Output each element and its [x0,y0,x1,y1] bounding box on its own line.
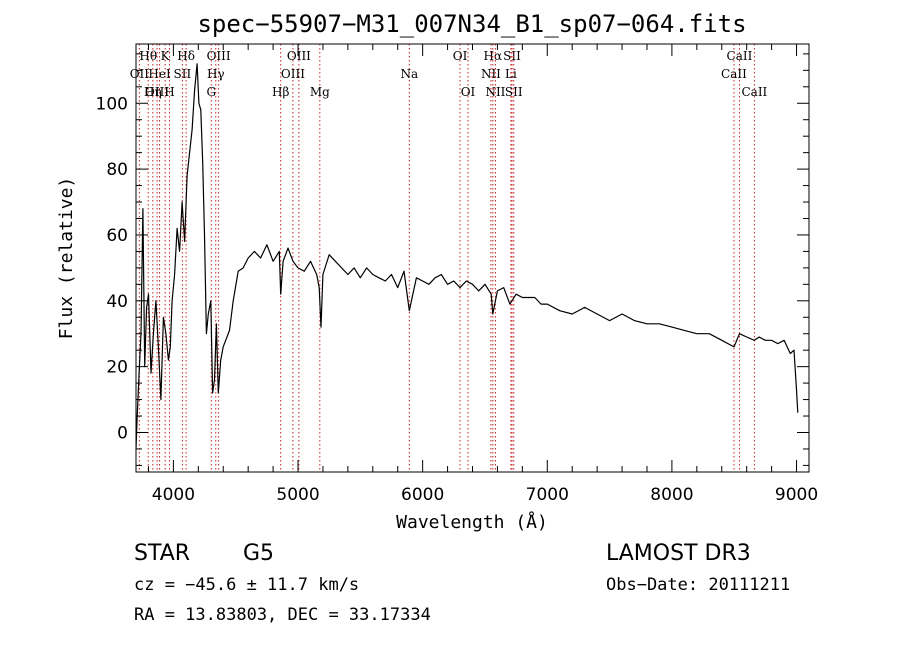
marker-label: NII [485,85,505,99]
marker-label: Hη [144,85,162,99]
marker-label: OIII [287,49,311,63]
x-tick-label: 7000 [526,485,569,505]
marker-label: CaII [727,49,753,63]
y-axis-label: Flux (relative) [56,177,77,340]
series-flux-line [135,63,799,450]
object-subclass: G5 [243,541,274,566]
survey-label: LAMOST DR3 [606,541,751,566]
marker-label: HeI [148,67,171,81]
marker-label: OIII [281,67,305,81]
x-tick-label: 4000 [152,485,195,505]
chart-title: spec−55907−M31_007N34_B1_sp07−064.fits [197,10,746,38]
obs-date: Obs−Date: 20111211 [606,575,790,595]
coordinates: RA = 13.83803, DEC = 33.17334 [134,605,431,625]
marker-label: SII [505,85,523,99]
plot-frame [135,43,810,473]
x-tick-label: 8000 [650,485,693,505]
x-axis-label: Wavelength (Å) [396,511,548,533]
marker-label: Na [400,67,418,81]
marker-label: OII [130,67,150,81]
marker-label: OIII [207,49,231,63]
marker-label: OI [453,49,468,63]
x-tick-label: 5000 [276,485,319,505]
marker-label: CaII [741,85,767,99]
marker-label: OI [461,85,476,99]
redshift-info: cz = −45.6 ± 11.7 km/s [134,575,359,595]
marker-label: Hγ [207,67,225,81]
marker-label: Hδ [177,49,195,63]
y-tick-label: 100 [96,94,128,114]
marker-label: NII [481,67,501,81]
marker-label: K [161,49,171,63]
y-tick-label: 80 [106,160,128,180]
marker-label: Hθ [139,49,157,63]
marker-label: G [206,85,216,99]
y-tick-label: 0 [117,423,128,443]
object-class: STAR [134,541,190,566]
marker-label: CaII [721,67,747,81]
marker-label: Hα [484,49,503,63]
series-layer [135,63,799,450]
x-tick-label: 9000 [775,485,818,505]
marker-label: Li [505,67,517,81]
marker-label: OIII [145,85,169,99]
marker-label: SII [174,67,192,81]
axis-ticks: 4000 5000 6000 7000 8000 9000 0 20 40 60 80 100 [96,44,818,505]
marker-label: Hβ [272,85,289,99]
x-tick-label: 6000 [401,485,444,505]
y-tick-label: 20 [106,358,128,378]
marker-label: H [164,85,174,99]
marker-label: SII [503,49,521,63]
y-tick-label: 40 [106,292,128,312]
y-tick-label: 60 [106,226,128,246]
marker-label: Mg [310,85,330,99]
